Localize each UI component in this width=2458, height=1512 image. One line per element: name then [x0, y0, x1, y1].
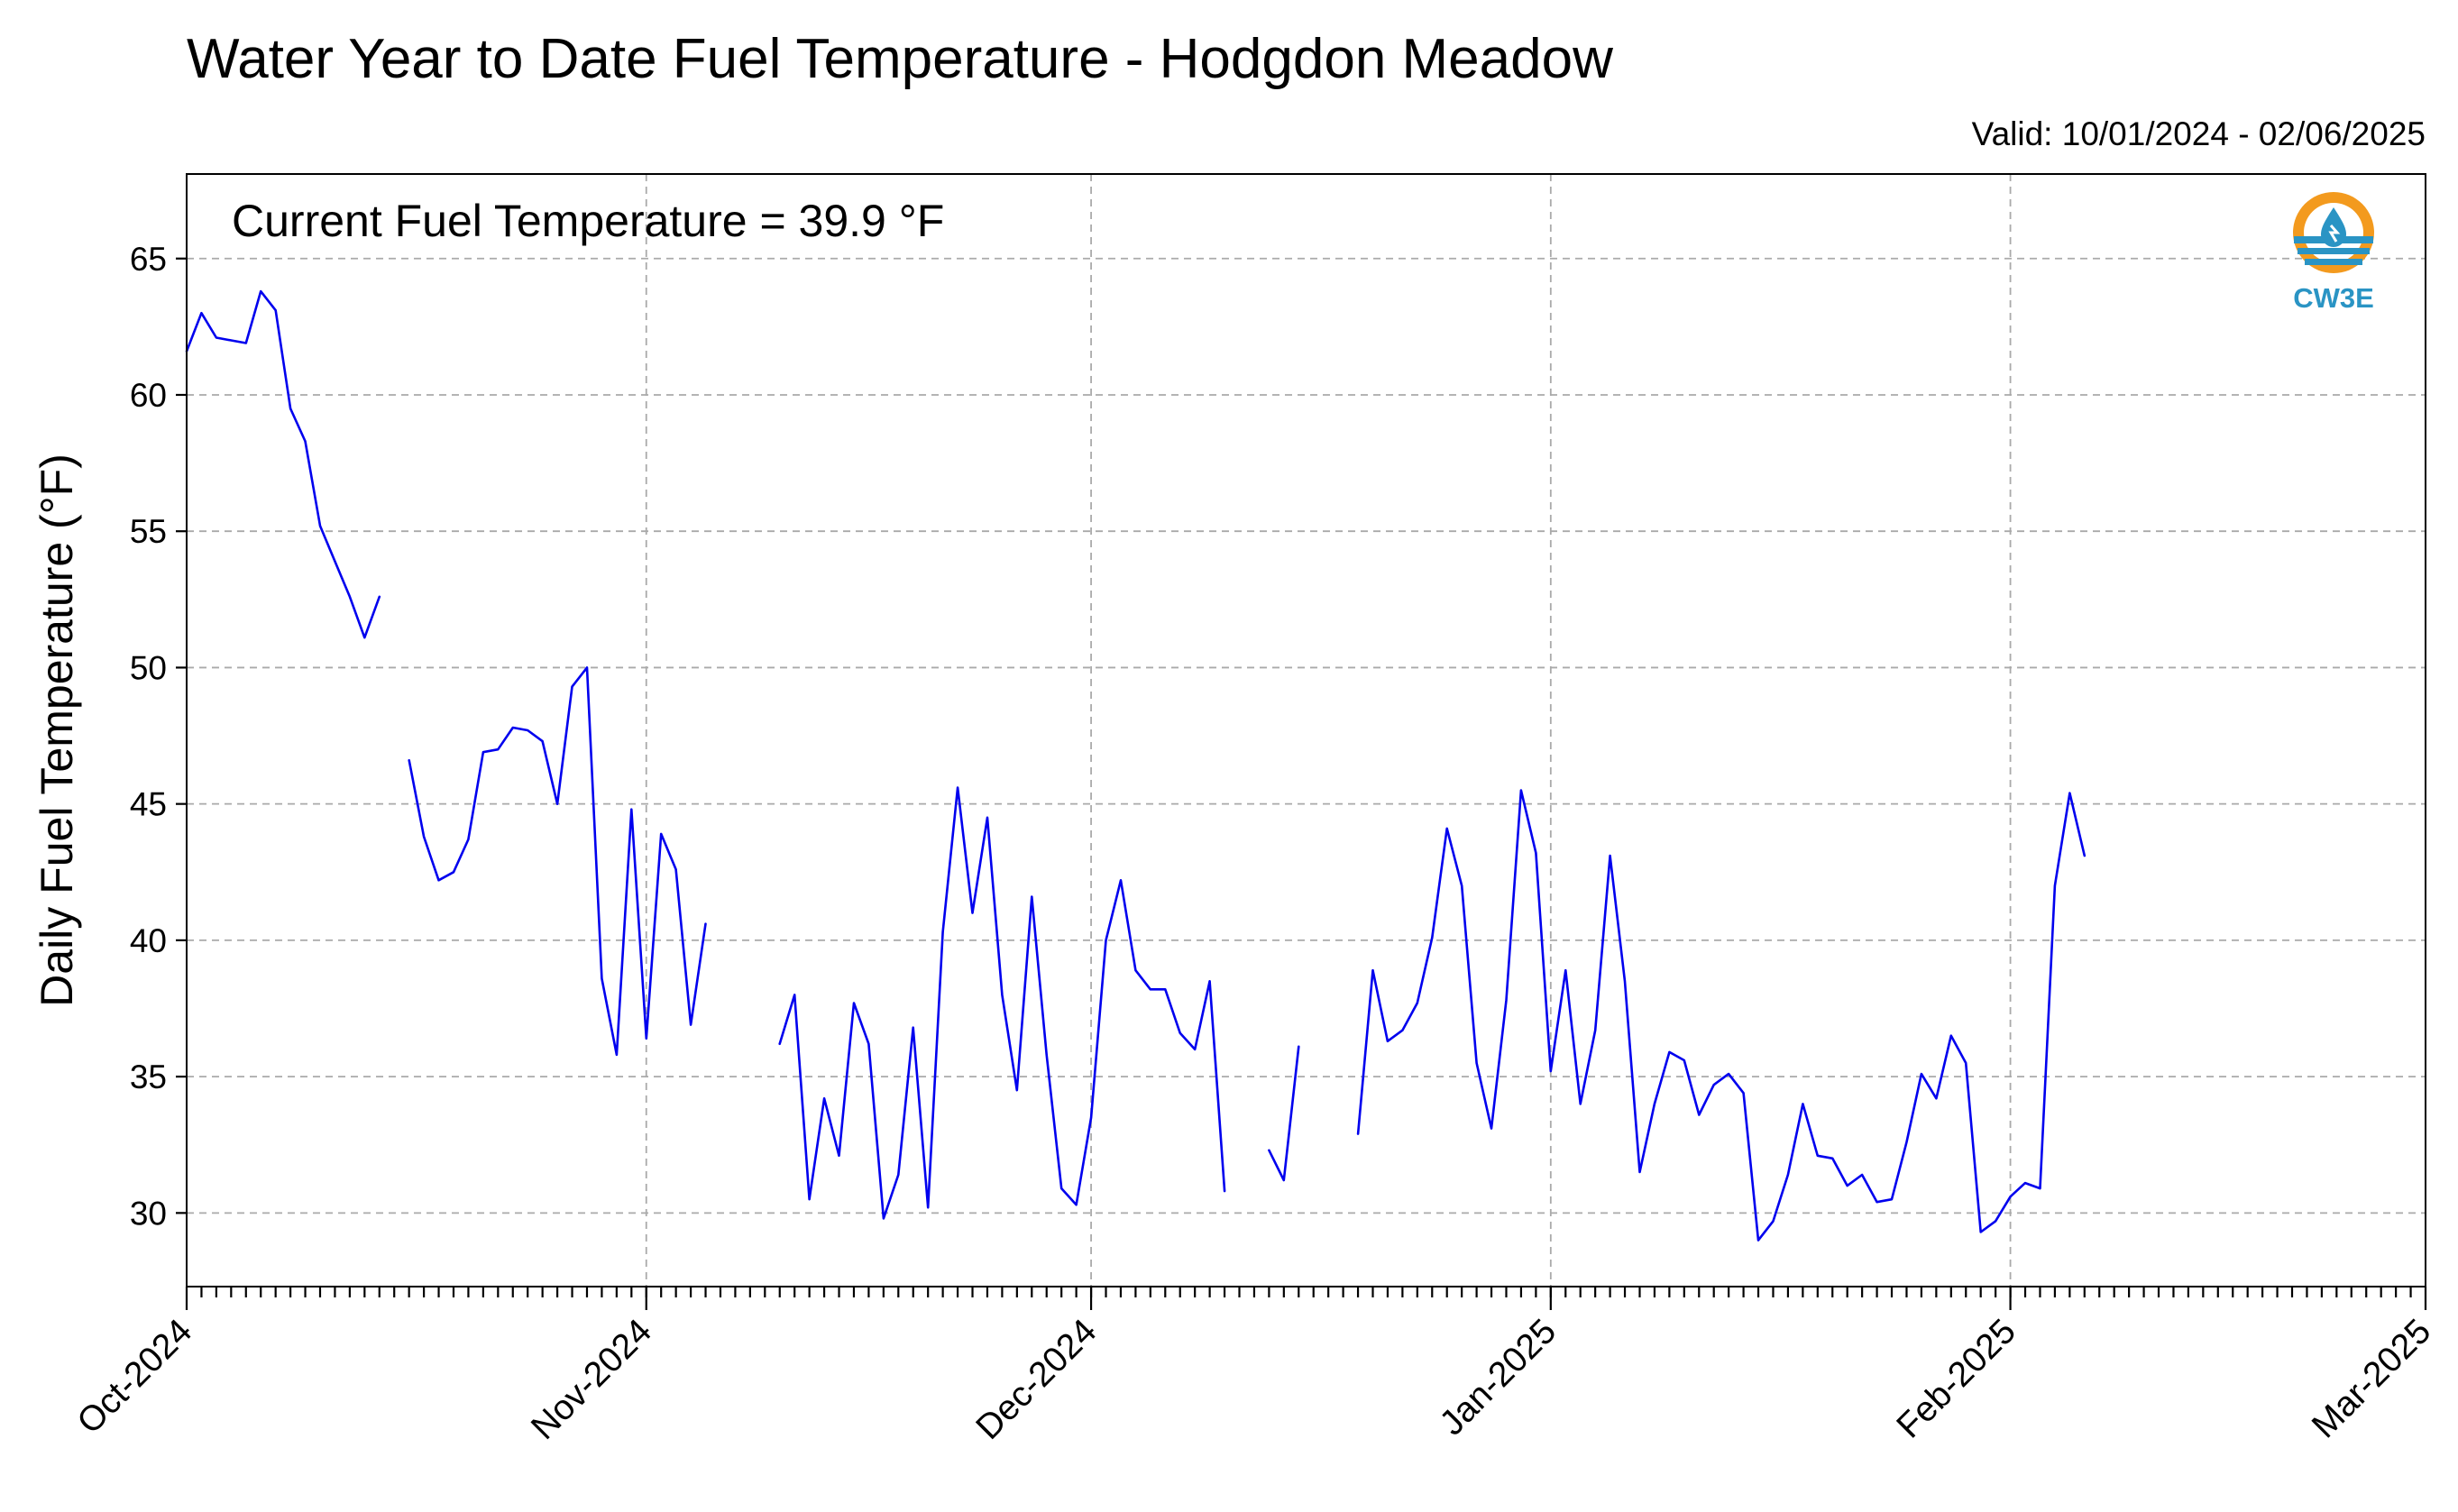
x-tick-label: Mar-2025 — [2305, 1312, 2438, 1445]
x-tick-label: Dec-2024 — [968, 1312, 1104, 1447]
axes-frame — [186, 173, 2426, 1287]
y-tick-label: 60 — [130, 377, 167, 414]
current-temperature-annotation: Current Fuel Temperature = 39.9 °F — [232, 196, 944, 246]
x-tick-label: Feb-2025 — [1889, 1312, 2022, 1445]
fuel-temperature-line-segment — [778, 786, 1226, 1220]
fuel-temperature-line-segment — [185, 289, 381, 639]
y-axis-label: Daily Fuel Temperature (°F) — [32, 454, 82, 1007]
plot-area — [185, 289, 2087, 1242]
fuel-temperature-line-segment — [408, 666, 707, 1057]
y-tick-label: 35 — [130, 1058, 167, 1095]
y-tick-label: 55 — [130, 513, 167, 550]
grid-lines — [187, 174, 2426, 1287]
x-tick-label: Oct-2024 — [70, 1312, 200, 1442]
y-tick-label: 50 — [130, 649, 167, 686]
y-tick-label: 40 — [130, 922, 167, 959]
x-tick-label: Nov-2024 — [524, 1312, 659, 1447]
logo-label: CW3E — [2293, 282, 2374, 314]
chart-subtitle: Valid: 10/01/2024 - 02/06/2025 — [1972, 115, 2426, 152]
fuel-temperature-line-segment — [1356, 789, 2087, 1242]
x-tick-label: Jan-2025 — [1433, 1312, 1564, 1443]
chart-title: Water Year to Date Fuel Temperature - Ho… — [187, 28, 1613, 90]
fuel-temperature-line-segment — [1268, 1045, 1300, 1182]
cw3e-logo: CW3E — [2293, 192, 2374, 314]
y-tick-label: 30 — [130, 1195, 167, 1232]
y-tick-label: 45 — [130, 786, 167, 823]
y-tick-label: 65 — [130, 241, 167, 278]
